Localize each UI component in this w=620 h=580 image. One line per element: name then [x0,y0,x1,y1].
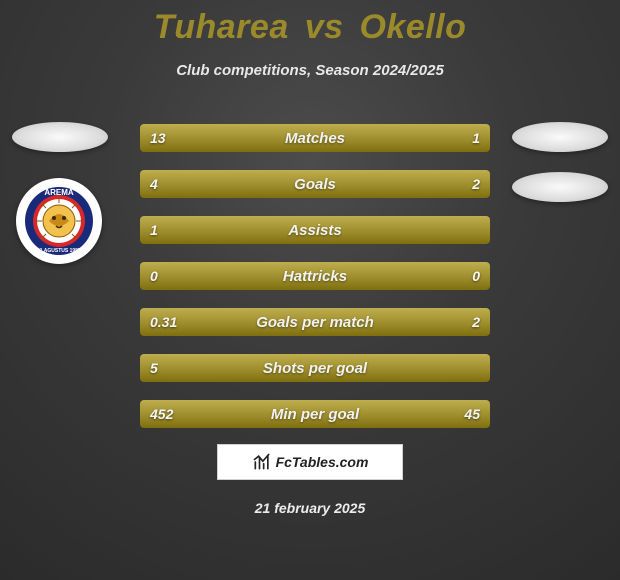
stat-value-right: 0 [462,262,490,290]
brand-text: FcTables.com [276,454,369,470]
subtitle: Club competitions, Season 2024/2025 [0,62,620,79]
club-sub: 11 AGUSTUS 1987 [24,248,94,254]
stat-value-left: 5 [140,354,168,382]
stat-value-right: 45 [454,400,490,428]
stat-value-right [470,354,490,382]
stat-value-right: 2 [462,170,490,198]
stat-value-left: 452 [140,400,183,428]
stat-label: Goals [140,170,490,198]
stat-value-right [470,216,490,244]
title-player-left: Tuharea [154,8,289,46]
club-name: AREMA [24,188,94,197]
stat-label: Hattricks [140,262,490,290]
stat-value-left: 1 [140,216,168,244]
footer-date: 21 february 2025 [0,500,620,516]
stat-row: Goals4 2 [140,170,490,198]
stat-value-left: 0.31 [140,308,187,336]
stat-value-left: 4 [140,170,168,198]
stat-value-right: 2 [462,308,490,336]
club-badge-arema: AREMA 11 AGUSTUS 1987 [16,178,102,264]
stat-row: Hattricks0 0 [140,262,490,290]
stat-row: Goals per match0.31 2 [140,308,490,336]
comparison-bars: Matches131Goals42Assists1Hattricks00Goal… [140,124,490,428]
brand-box[interactable]: FcTables.com [217,444,403,480]
stat-label: Assists [140,216,490,244]
stat-value-left: 0 [140,262,168,290]
stat-value-left: 13 [140,124,176,152]
stat-label: Shots per goal [140,354,490,382]
player-right-ellipse-2 [512,172,608,202]
stat-value-right: 1 [462,124,490,152]
title-player-right: Okello [359,8,466,46]
stat-label: Min per goal [140,400,490,428]
stat-row: Min per goal452 45 [140,400,490,428]
stat-label: Goals per match [140,308,490,336]
player-right-ellipse-1 [512,122,608,152]
chart-icon [252,452,272,472]
stat-row: Shots per goal5 [140,354,490,382]
page-title: Tuharea vs Okello [0,8,620,47]
stat-label: Matches [140,124,490,152]
title-vs: vs [305,8,344,46]
player-left-ellipse [12,122,108,152]
stat-row: Assists1 [140,216,490,244]
stat-row: Matches13 1 [140,124,490,152]
